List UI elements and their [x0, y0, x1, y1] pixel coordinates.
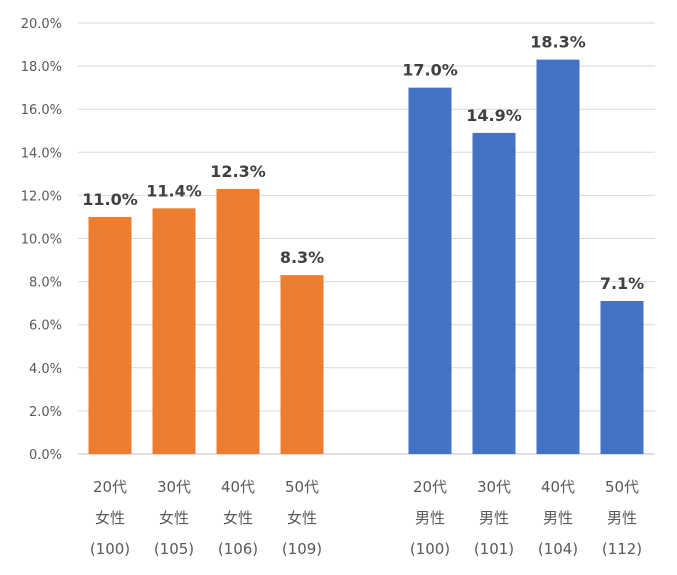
category-label: (112)	[602, 540, 642, 558]
bar	[536, 59, 580, 454]
category-label: 女性	[159, 509, 189, 527]
data-label: 11.0%	[82, 190, 138, 209]
data-label: 17.0%	[402, 61, 458, 80]
category-label: (106)	[218, 540, 258, 558]
category-label: 20代	[413, 478, 447, 496]
category-label: 40代	[221, 478, 255, 496]
y-axis-ticks: 0.0% 2.0% 4.0% 6.0% 8.0% 10.0% 12.0% 14.0% 16.0%…	[21, 17, 62, 463]
category-label: 50代	[605, 478, 639, 496]
category-label: (101)	[474, 540, 514, 558]
y-tick-label: 10.0%	[21, 233, 62, 248]
category-label: 男性	[543, 509, 573, 527]
data-label: 18.3%	[530, 33, 586, 52]
y-tick-label: 2.0%	[29, 405, 62, 420]
category-label: (109)	[282, 540, 322, 558]
category-label: 50代	[285, 478, 319, 496]
category-label: 男性	[607, 509, 637, 527]
data-label: 12.3%	[210, 162, 266, 181]
bar	[280, 275, 324, 454]
data-labels: 11.0% 11.4% 12.3% 8.3% 17.0% 14.9% 18.3% 7.1%	[82, 33, 644, 293]
category-label: 男性	[415, 509, 445, 527]
y-tick-label: 20.0%	[21, 17, 62, 32]
y-tick-label: 8.0%	[29, 276, 62, 291]
data-label: 11.4%	[146, 181, 202, 200]
bar	[152, 208, 196, 454]
bar	[216, 188, 260, 454]
bar	[600, 300, 644, 454]
bar	[408, 87, 452, 455]
category-label: 40代	[541, 478, 575, 496]
y-tick-label: 14.0%	[21, 146, 62, 161]
data-label: 7.1%	[600, 274, 644, 293]
y-tick-label: 18.0%	[21, 60, 62, 75]
category-label: (105)	[154, 540, 194, 558]
y-tick-label: 0.0%	[29, 448, 62, 463]
category-label: 男性	[479, 509, 509, 527]
category-label: 20代	[93, 478, 127, 496]
y-tick-label: 12.0%	[21, 189, 62, 204]
category-label: 女性	[95, 509, 125, 527]
category-label: 30代	[477, 478, 511, 496]
category-label: (104)	[538, 540, 578, 558]
y-tick-label: 6.0%	[29, 319, 62, 334]
bar	[88, 216, 132, 454]
category-label: (100)	[90, 540, 130, 558]
category-label: 30代	[157, 478, 191, 496]
y-tick-label: 4.0%	[29, 362, 62, 377]
category-label: 女性	[287, 509, 317, 527]
category-label: (100)	[410, 540, 450, 558]
bars	[88, 59, 644, 455]
data-label: 8.3%	[280, 248, 324, 267]
bar	[472, 132, 516, 454]
y-tick-label: 16.0%	[21, 103, 62, 118]
category-label: 女性	[223, 509, 253, 527]
data-label: 14.9%	[466, 106, 522, 125]
